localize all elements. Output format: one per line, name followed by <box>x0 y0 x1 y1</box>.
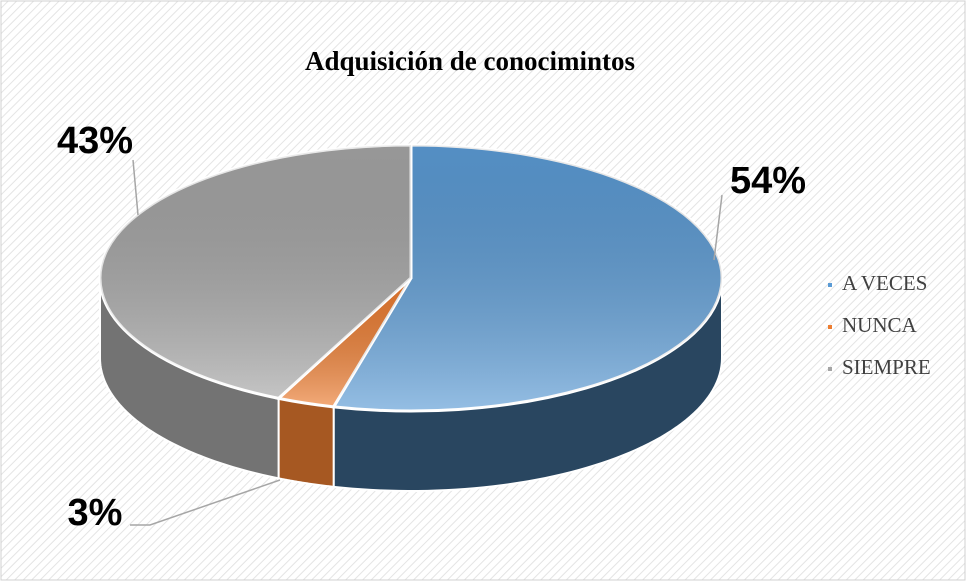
slice-shine <box>99 145 411 399</box>
legend-swatch <box>828 283 832 287</box>
data-label: 43% <box>57 120 133 162</box>
data-labels: 54% 3% 43% <box>57 120 806 534</box>
legend-swatch <box>828 367 832 371</box>
data-label: 3% <box>68 492 123 534</box>
slice-shine <box>333 145 722 411</box>
legend-label: A VECES <box>842 271 927 295</box>
legend-label: NUNCA <box>842 313 918 337</box>
pie <box>98 143 724 492</box>
data-label: 54% <box>730 160 806 202</box>
chart-title: Adquisición de conocimintos <box>305 46 635 76</box>
leader-line <box>132 159 139 216</box>
slice-shine <box>278 278 411 407</box>
slice-side <box>277 397 335 488</box>
legend: A VECES NUNCA SIEMPRE <box>828 271 931 379</box>
leader-line <box>130 479 281 526</box>
legend-swatch <box>828 325 832 329</box>
leader-line <box>713 194 723 261</box>
legend-label: SIEMPRE <box>842 355 931 379</box>
